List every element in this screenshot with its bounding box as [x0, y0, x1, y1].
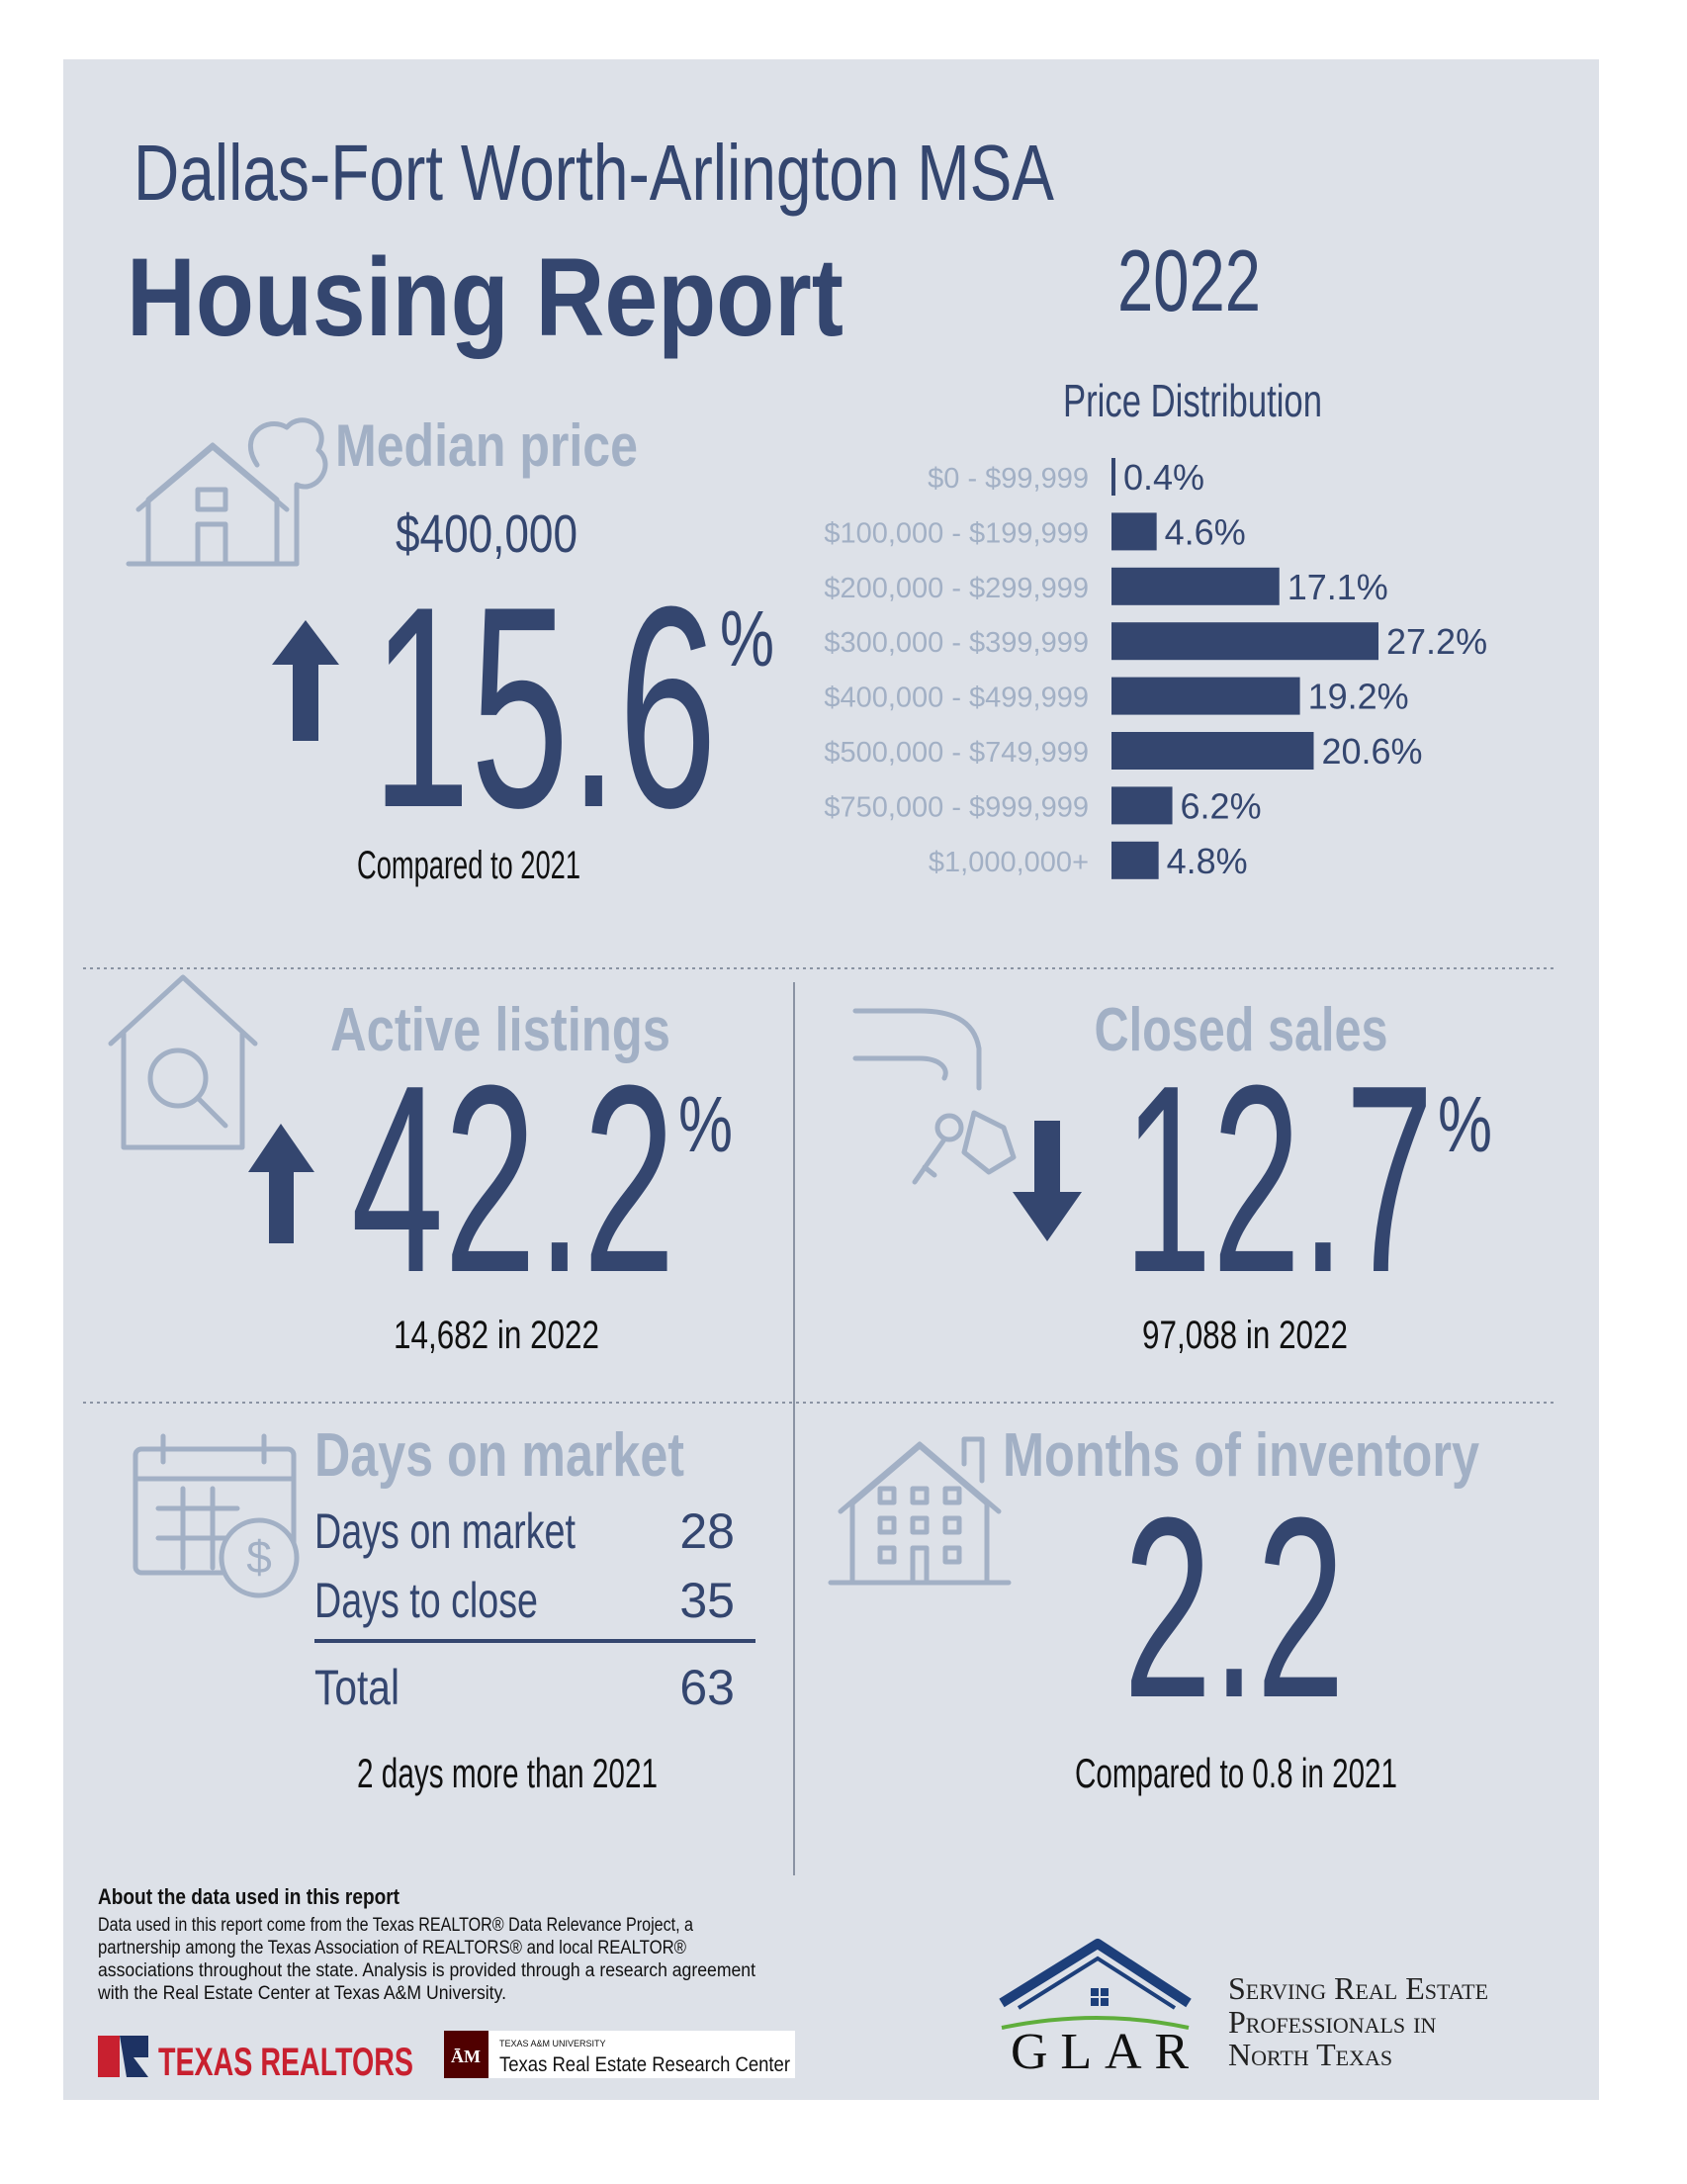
bar: [1111, 458, 1115, 496]
calendar-icon: [133, 1433, 300, 1598]
about-title: About the data used in this report: [98, 1884, 400, 1909]
big-change: 42.2: [351, 1031, 675, 1328]
logo-text: TEXAS REALTORS: [158, 2041, 413, 2084]
value-label: 27.2%: [1386, 621, 1487, 662]
panel: [63, 59, 1599, 2100]
table-value: 35: [679, 1573, 735, 1628]
search-house-icon: [108, 974, 258, 1150]
texas-realtors-logo: TEXAS REALTORS: [98, 2036, 413, 2084]
report-title: Housing Report: [127, 235, 844, 359]
note: 14,682 in 2022: [394, 1314, 599, 1357]
tagline: Professionals in: [1228, 2004, 1436, 2040]
value-label: 17.1%: [1287, 567, 1388, 607]
about-text: partnership among the Texas Association …: [98, 1938, 686, 1958]
bar: [1111, 622, 1378, 661]
section-title: Median price: [335, 412, 638, 479]
table-label: Total: [314, 1660, 400, 1715]
category-label: $400,000 - $499,999: [824, 682, 1089, 714]
note: 97,088 in 2022: [1142, 1314, 1348, 1357]
tagline: Serving Real Estate: [1228, 1970, 1488, 2006]
table-label: Days on market: [314, 1503, 576, 1559]
about-text: associations throughout the state. Analy…: [98, 1960, 756, 1981]
percent-sign: %: [1438, 1080, 1492, 1168]
percent-sign: %: [720, 594, 774, 682]
bar: [1111, 786, 1173, 825]
big-change: 15.6: [372, 547, 717, 867]
value-label: 19.2%: [1308, 677, 1409, 717]
keys-icon: [852, 1008, 1017, 1185]
table-value: 63: [679, 1660, 735, 1715]
chart-title: Price Distribution: [1063, 375, 1322, 426]
about-text: with the Real Estate Center at Texas A&M…: [97, 1983, 506, 2004]
value-label: 20.6%: [1321, 731, 1422, 772]
svg-text:ĀM: ĀM: [451, 2047, 481, 2066]
category-label: $300,000 - $399,999: [824, 627, 1089, 659]
section-title: Closed sales: [1095, 996, 1388, 1064]
bar: [1111, 512, 1157, 551]
price-distribution: $0 - $99,999 0.4% $100,000 - $199,999 4.6% $…: [824, 457, 1487, 881]
category-label: $200,000 - $299,999: [824, 573, 1089, 604]
bar: [1111, 841, 1159, 879]
category-label: $500,000 - $749,999: [824, 737, 1089, 769]
about-text: Data used in this report come from the T…: [98, 1915, 693, 1936]
dollar-sign: $: [246, 1531, 272, 1583]
big-value: 2.2: [1123, 1465, 1345, 1752]
note: Compared to 0.8 in 2021: [1075, 1750, 1397, 1796]
year: 2022: [1117, 231, 1261, 329]
median-price: $400,000: [396, 504, 577, 564]
tagline: North Texas: [1228, 2037, 1392, 2072]
region: Dallas-Fort Worth-Arlington MSA: [133, 129, 1055, 217]
table-value: 28: [679, 1503, 735, 1559]
down-arrow: [1013, 1121, 1082, 1241]
note: 2 days more than 2021: [357, 1750, 658, 1796]
tamu-logo: ĀM TEXAS A&M UNIVERSITY Texas Real Estat…: [444, 2031, 795, 2078]
bar: [1111, 567, 1280, 605]
up-arrow: [272, 620, 339, 741]
section-title: Days on market: [314, 1421, 684, 1490]
big-change: 12.7: [1123, 1031, 1434, 1328]
category-label: $100,000 - $199,999: [824, 517, 1089, 549]
bar: [1111, 677, 1300, 715]
note: Compared to 2021: [357, 844, 580, 887]
value-label: 0.4%: [1123, 457, 1204, 498]
section-title: Active listings: [330, 996, 670, 1064]
logo-small-text: TEXAS A&M UNIVERSITY: [499, 2039, 606, 2048]
bar: [1111, 732, 1314, 770]
category-label: $750,000 - $999,999: [824, 791, 1089, 823]
section-title: Months of inventory: [1003, 1421, 1479, 1490]
up-arrow: [248, 1124, 314, 1243]
category-label: $0 - $99,999: [928, 463, 1089, 495]
glar-logo: GLAR Serving Real Estate Professionals i…: [999, 1939, 1488, 2080]
house-icon: [126, 417, 328, 567]
value-label: 4.6%: [1165, 511, 1246, 552]
category-label: $1,000,000+: [929, 847, 1089, 878]
value-label: 6.2%: [1181, 785, 1262, 826]
value-label: 4.8%: [1167, 841, 1248, 881]
logo-text: Texas Real Estate Research Center: [499, 2053, 790, 2076]
percent-sign: %: [678, 1080, 733, 1168]
building-icon: [828, 1436, 1012, 1586]
table-label: Days to close: [314, 1573, 538, 1628]
